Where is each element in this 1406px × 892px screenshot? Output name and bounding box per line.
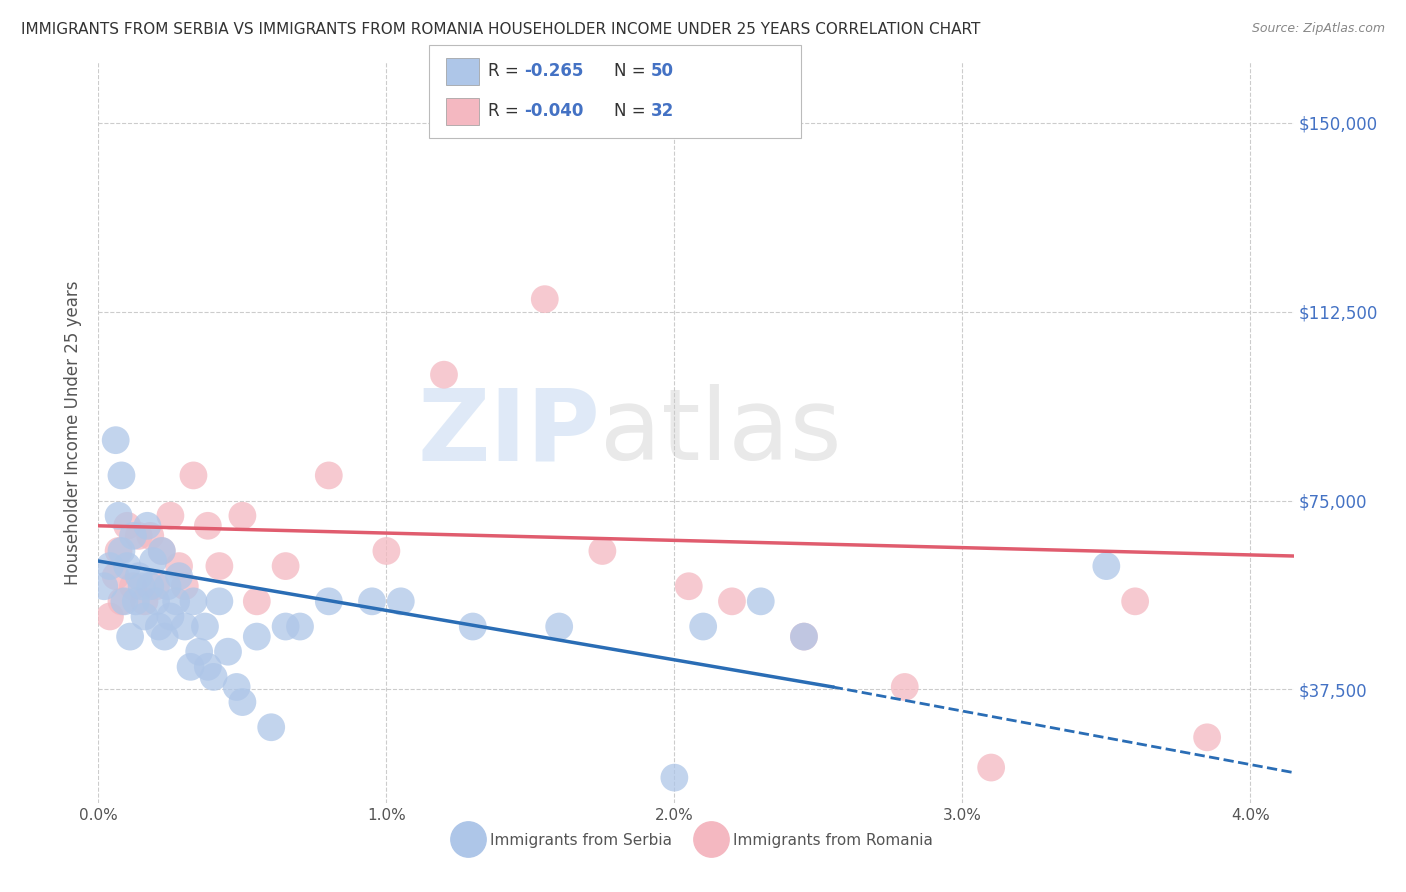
Point bbox=[122, 579, 145, 593]
Point bbox=[139, 529, 162, 543]
Point bbox=[128, 569, 150, 583]
Point bbox=[533, 292, 555, 306]
Text: 50: 50 bbox=[651, 62, 673, 80]
Legend: Immigrants from Serbia, Immigrants from Romania: Immigrants from Serbia, Immigrants from … bbox=[453, 826, 939, 855]
Point bbox=[721, 594, 744, 608]
Text: N =: N = bbox=[614, 62, 651, 80]
Point bbox=[134, 594, 156, 608]
Point bbox=[145, 594, 167, 608]
Point bbox=[692, 619, 714, 633]
Point bbox=[112, 594, 135, 608]
Text: ZIP: ZIP bbox=[418, 384, 600, 481]
Point bbox=[142, 554, 165, 568]
Point bbox=[150, 544, 173, 558]
Point bbox=[361, 594, 384, 608]
Point bbox=[591, 544, 613, 558]
Point bbox=[274, 619, 297, 633]
Point bbox=[107, 544, 129, 558]
Point bbox=[225, 680, 247, 694]
Point bbox=[104, 433, 127, 447]
Point bbox=[148, 619, 170, 633]
Point bbox=[197, 518, 219, 533]
Point bbox=[104, 569, 127, 583]
Point bbox=[793, 630, 815, 644]
Point bbox=[93, 579, 115, 593]
Text: R =: R = bbox=[488, 103, 524, 120]
Point bbox=[202, 670, 225, 684]
Point bbox=[145, 579, 167, 593]
Point bbox=[159, 609, 181, 624]
Text: atlas: atlas bbox=[600, 384, 842, 481]
Point bbox=[793, 630, 815, 644]
Point bbox=[173, 579, 195, 593]
Point bbox=[1197, 731, 1219, 745]
Point bbox=[389, 594, 412, 608]
Point bbox=[461, 619, 484, 633]
Point bbox=[318, 594, 340, 608]
Point bbox=[664, 771, 686, 785]
Point bbox=[208, 559, 231, 574]
Text: -0.040: -0.040 bbox=[524, 103, 583, 120]
Point bbox=[122, 529, 145, 543]
Point bbox=[246, 630, 269, 644]
Point bbox=[980, 760, 1002, 774]
Text: 32: 32 bbox=[651, 103, 675, 120]
Point bbox=[136, 518, 159, 533]
Point bbox=[134, 609, 156, 624]
Point bbox=[107, 508, 129, 523]
Point bbox=[167, 569, 190, 583]
Point bbox=[318, 468, 340, 483]
Text: IMMIGRANTS FROM SERBIA VS IMMIGRANTS FROM ROMANIA HOUSEHOLDER INCOME UNDER 25 YE: IMMIGRANTS FROM SERBIA VS IMMIGRANTS FRO… bbox=[21, 22, 980, 37]
Point bbox=[115, 559, 138, 574]
Point bbox=[1095, 559, 1118, 574]
Point bbox=[159, 508, 181, 523]
Point bbox=[231, 695, 253, 709]
Point bbox=[548, 619, 571, 633]
Point bbox=[274, 559, 297, 574]
Point bbox=[231, 508, 253, 523]
Point bbox=[194, 619, 217, 633]
Point bbox=[150, 544, 173, 558]
Text: Source: ZipAtlas.com: Source: ZipAtlas.com bbox=[1251, 22, 1385, 36]
Text: R =: R = bbox=[488, 62, 524, 80]
Point bbox=[678, 579, 700, 593]
Point bbox=[98, 609, 121, 624]
Point bbox=[375, 544, 398, 558]
Point bbox=[183, 594, 205, 608]
Point bbox=[120, 630, 142, 644]
Point bbox=[433, 368, 456, 382]
Point bbox=[173, 619, 195, 633]
Point bbox=[110, 594, 132, 608]
Point bbox=[197, 660, 219, 674]
Point bbox=[246, 594, 269, 608]
Point bbox=[115, 518, 138, 533]
Point bbox=[165, 594, 187, 608]
Y-axis label: Householder Income Under 25 years: Householder Income Under 25 years bbox=[65, 280, 83, 585]
Point bbox=[260, 720, 283, 734]
Text: -0.265: -0.265 bbox=[524, 62, 583, 80]
Point bbox=[208, 594, 231, 608]
Point bbox=[139, 579, 162, 593]
Point bbox=[128, 529, 150, 543]
Point bbox=[156, 579, 179, 593]
Point bbox=[98, 559, 121, 574]
Point bbox=[167, 559, 190, 574]
Point bbox=[110, 468, 132, 483]
Point bbox=[153, 630, 176, 644]
Point bbox=[110, 544, 132, 558]
Point bbox=[180, 660, 202, 674]
Point bbox=[288, 619, 311, 633]
Text: N =: N = bbox=[614, 103, 651, 120]
Point bbox=[131, 579, 153, 593]
Point bbox=[1123, 594, 1146, 608]
Point bbox=[125, 594, 148, 608]
Point bbox=[217, 645, 239, 659]
Point bbox=[893, 680, 915, 694]
Point bbox=[749, 594, 772, 608]
Point bbox=[188, 645, 211, 659]
Point bbox=[183, 468, 205, 483]
